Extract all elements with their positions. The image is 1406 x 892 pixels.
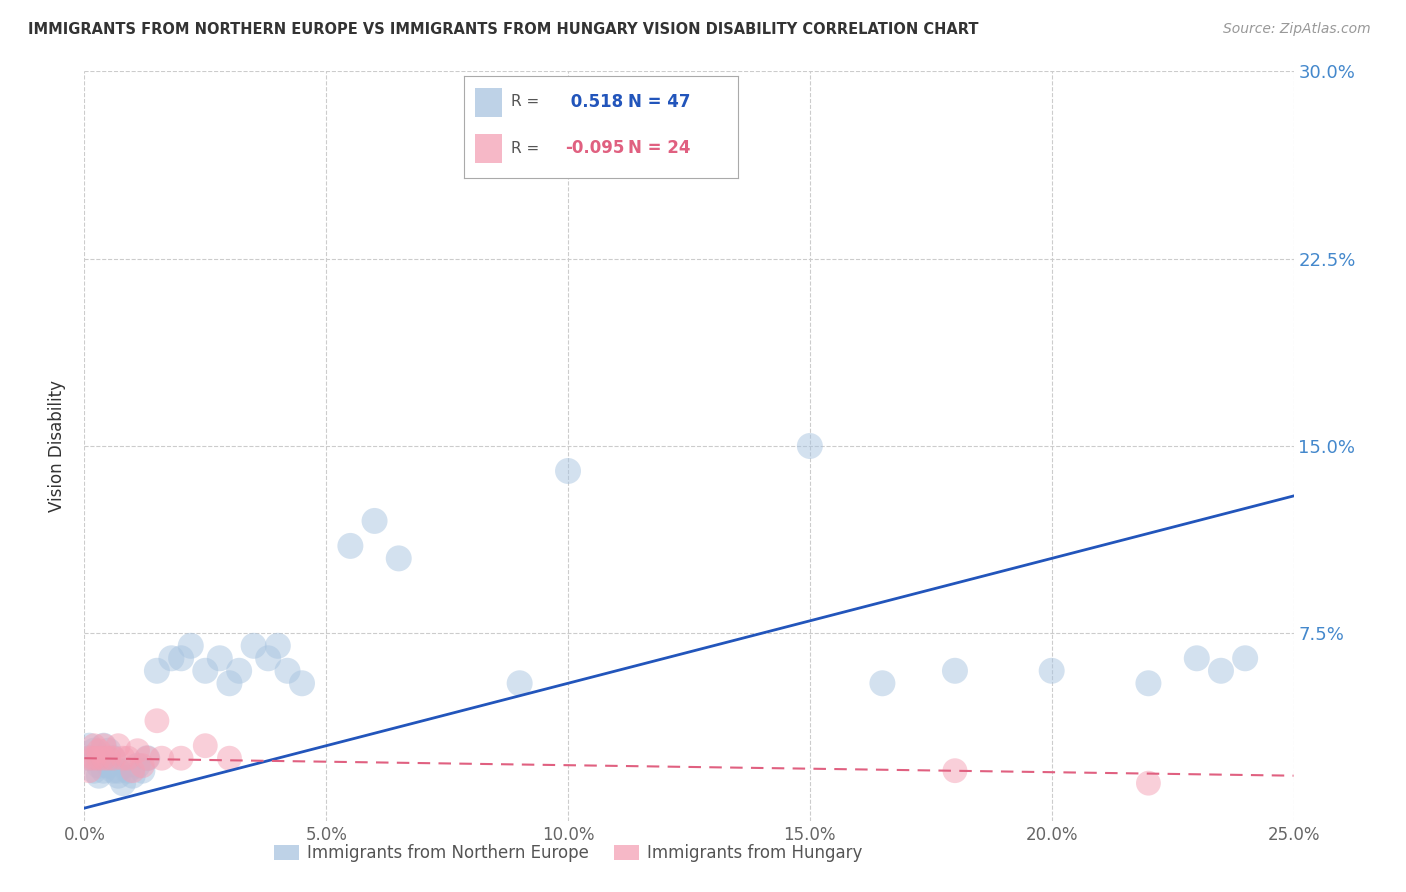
- Point: [127, 744, 149, 758]
- Point: [276, 664, 298, 678]
- Bar: [475, 135, 502, 163]
- Point: [93, 739, 115, 753]
- Point: [150, 751, 173, 765]
- Point: [194, 739, 217, 753]
- Point: [146, 714, 169, 728]
- Point: [87, 758, 110, 772]
- Text: 0.518: 0.518: [565, 93, 623, 111]
- Point: [509, 676, 531, 690]
- Text: R =: R =: [510, 95, 538, 110]
- Point: [131, 764, 153, 778]
- Point: [136, 751, 159, 765]
- Point: [799, 439, 821, 453]
- Point: [160, 651, 183, 665]
- Point: [702, 114, 724, 128]
- Text: N = 24: N = 24: [628, 139, 690, 157]
- Point: [131, 758, 153, 772]
- Point: [339, 539, 361, 553]
- Point: [107, 764, 129, 778]
- Point: [83, 739, 105, 753]
- Point: [97, 758, 120, 772]
- Point: [77, 739, 100, 753]
- Point: [107, 739, 129, 753]
- Point: [117, 764, 139, 778]
- Point: [388, 551, 411, 566]
- Point: [218, 751, 240, 765]
- Point: [228, 664, 250, 678]
- Point: [267, 639, 290, 653]
- Point: [103, 751, 125, 765]
- Point: [1234, 651, 1257, 665]
- Point: [112, 776, 135, 790]
- Point: [87, 751, 110, 765]
- Point: [112, 751, 135, 765]
- Point: [107, 769, 129, 783]
- Text: N = 47: N = 47: [628, 93, 690, 111]
- Legend: Immigrants from Northern Europe, Immigrants from Hungary: Immigrants from Northern Europe, Immigra…: [267, 838, 869, 869]
- Point: [1185, 651, 1208, 665]
- Point: [127, 758, 149, 772]
- Text: R =: R =: [510, 141, 538, 155]
- Point: [87, 769, 110, 783]
- Point: [77, 751, 100, 765]
- Point: [121, 769, 143, 783]
- Point: [103, 751, 125, 765]
- Point: [1209, 664, 1232, 678]
- Point: [83, 751, 105, 765]
- Point: [83, 764, 105, 778]
- Point: [170, 651, 193, 665]
- Point: [1137, 776, 1160, 790]
- Point: [93, 764, 115, 778]
- Point: [97, 744, 120, 758]
- Point: [1137, 676, 1160, 690]
- Point: [242, 639, 264, 653]
- Point: [208, 651, 231, 665]
- Point: [257, 651, 280, 665]
- Text: IMMIGRANTS FROM NORTHERN EUROPE VS IMMIGRANTS FROM HUNGARY VISION DISABILITY COR: IMMIGRANTS FROM NORTHERN EUROPE VS IMMIG…: [28, 22, 979, 37]
- Point: [180, 639, 202, 653]
- Point: [146, 664, 169, 678]
- Point: [943, 764, 966, 778]
- Bar: [475, 88, 502, 117]
- Point: [103, 764, 125, 778]
- Point: [93, 739, 115, 753]
- Point: [77, 764, 100, 778]
- Point: [87, 744, 110, 758]
- Point: [291, 676, 314, 690]
- Point: [121, 764, 143, 778]
- Point: [194, 664, 217, 678]
- Point: [77, 751, 100, 765]
- Point: [93, 751, 115, 765]
- Y-axis label: Vision Disability: Vision Disability: [48, 380, 66, 512]
- Text: -0.095: -0.095: [565, 139, 624, 157]
- Point: [943, 664, 966, 678]
- Point: [117, 751, 139, 765]
- Point: [1040, 664, 1063, 678]
- Point: [170, 751, 193, 765]
- Text: Source: ZipAtlas.com: Source: ZipAtlas.com: [1223, 22, 1371, 37]
- Point: [97, 751, 120, 765]
- Point: [872, 676, 894, 690]
- Point: [218, 676, 240, 690]
- Point: [363, 514, 385, 528]
- Point: [557, 464, 579, 478]
- Point: [136, 751, 159, 765]
- Point: [83, 744, 105, 758]
